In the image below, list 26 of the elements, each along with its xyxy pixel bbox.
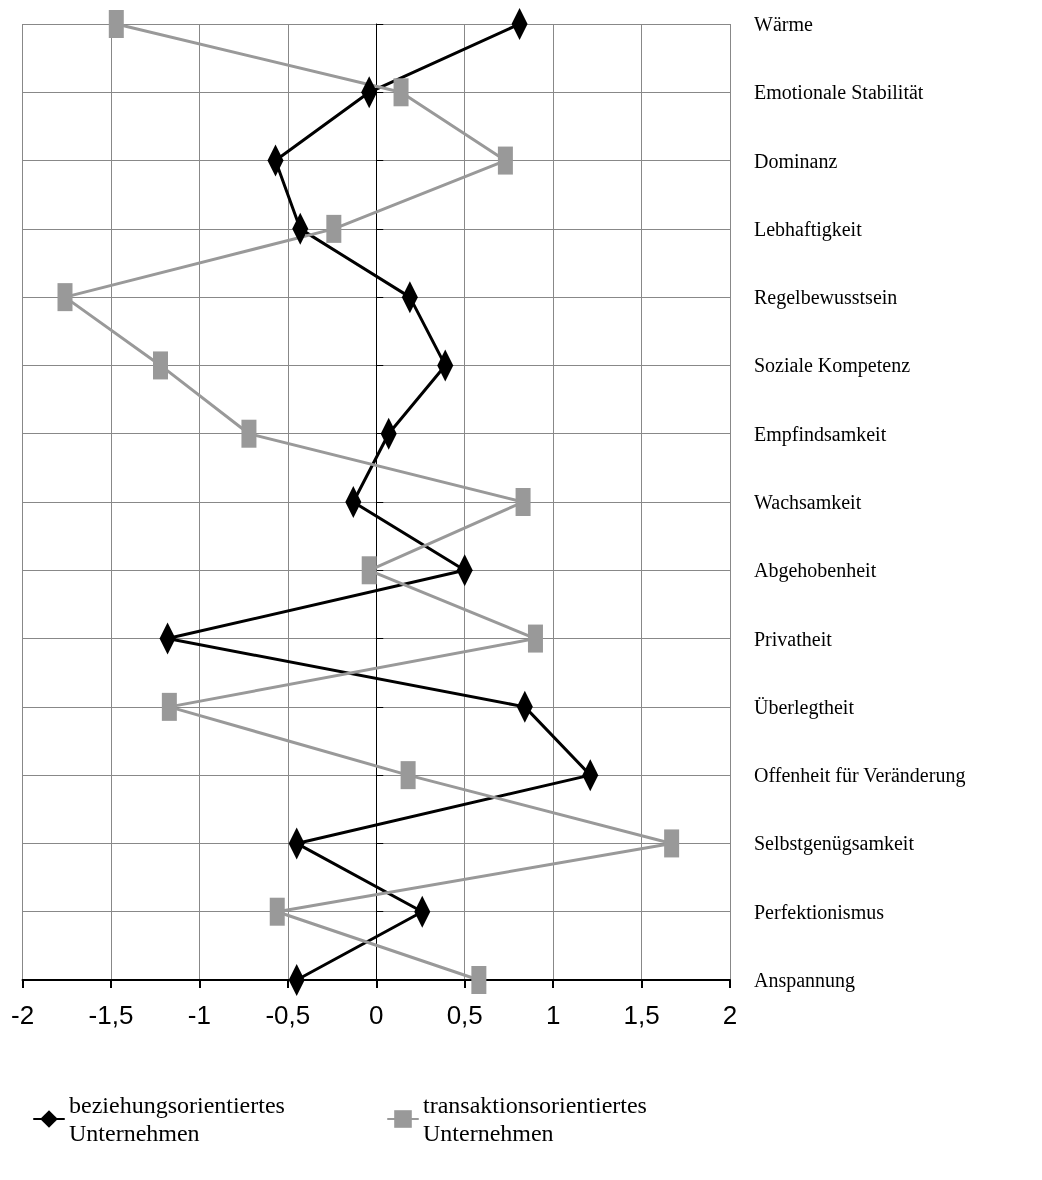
y-tick-label: Wachsamkeit bbox=[754, 491, 862, 513]
x-tick-label: 0 bbox=[369, 1000, 384, 1030]
y-tick-label: Wärme bbox=[754, 13, 813, 35]
legend-label: transaktionsorientiertes Unternehmen bbox=[423, 1092, 653, 1146]
x-tick-label: 0,5 bbox=[446, 1000, 483, 1030]
x-tick-label: -1,5 bbox=[88, 1000, 134, 1030]
y-tick-label: Überlegtheit bbox=[754, 695, 855, 719]
y-tick-label: Abgehobenheit bbox=[754, 559, 877, 583]
y-tick-label: Lebhaftigkeit bbox=[754, 217, 863, 241]
x-tick-label: -0,5 bbox=[265, 1000, 311, 1030]
y-tick-label: Dominanz bbox=[754, 149, 838, 172]
legend-label: beziehungsorientiertes Unternehmen bbox=[69, 1092, 291, 1146]
y-tick-label: Perfektionismus bbox=[754, 900, 885, 923]
y-tick-label: Regelbewusstsein bbox=[754, 286, 898, 310]
y-tick-label: Empfindsamkeit bbox=[754, 422, 887, 446]
x-tick-label: 2 bbox=[722, 1000, 738, 1030]
y-tick-label: Selbstgenügsamkeit bbox=[754, 832, 915, 856]
y-tick-label: Soziale Kompetenz bbox=[754, 354, 911, 378]
y-tick-label: Emotionale Stabilität bbox=[754, 81, 924, 104]
y-tick-label: Privatheit bbox=[754, 627, 833, 650]
y-tick-label: Offenheit für Veränderung bbox=[754, 764, 966, 788]
x-tick-label: 1 bbox=[545, 1000, 561, 1030]
x-tick-label: -1 bbox=[187, 1000, 211, 1030]
x-tick-label: 1,5 bbox=[623, 1000, 660, 1030]
x-tick-label: -2 bbox=[11, 1000, 35, 1030]
y-tick-label: Anspannung bbox=[754, 969, 856, 992]
